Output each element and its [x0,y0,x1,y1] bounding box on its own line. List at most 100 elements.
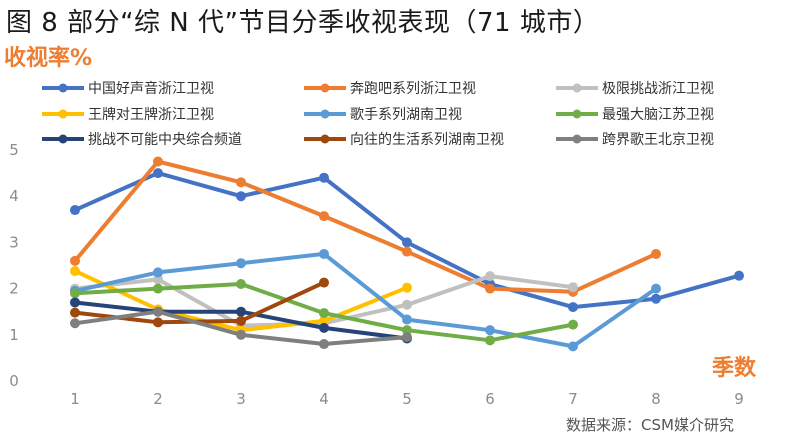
chart-title: 图 8 部分“综 N 代”节目分季收视表现（71 城市） [6,8,600,38]
data-point [319,172,329,183]
data-point [70,307,80,318]
legend-item: 中国好声音浙江卫视 [42,80,214,97]
legend-item: 极限挑战浙江卫视 [556,81,714,97]
data-point [319,315,329,326]
x-tick-label: 4 [319,390,329,408]
legend-label: 中国好声音浙江卫视 [88,80,214,97]
series-line [73,159,658,294]
series [70,248,661,352]
legend-label: 王牌对王牌浙江卫视 [88,106,214,123]
legend-marker [320,83,330,93]
data-point [319,308,329,319]
data-point [153,267,163,278]
data-point [319,211,329,222]
data-point [402,332,412,343]
legend-marker [320,109,330,119]
legend-item: 王牌对王牌浙江卫视 [42,106,214,123]
x-axis-label: 季数 [712,356,757,381]
data-point [153,306,163,317]
y-tick-label: 1 [9,326,19,344]
data-point [319,322,329,333]
legend-label: 跨界歌王北京卫视 [602,132,714,148]
series [70,306,412,350]
data-point [153,274,163,285]
y-axis-ticks: 0 1 2 3 4 5 [9,141,19,390]
data-point [70,205,80,216]
data-point [236,177,246,188]
data-point [568,302,578,313]
data-point [70,255,80,266]
y-tick-label: 3 [9,233,19,251]
data-point [651,293,661,304]
data-point [236,306,246,317]
data-point [236,278,246,289]
legend-item: 向往的生活系列湖南卫视 [304,132,504,148]
data-point [70,297,80,308]
legend-label: 挑战不可能中央综合频道 [88,132,242,148]
x-tick-label: 3 [236,390,246,408]
legend-item: 最强大脑江苏卫视 [556,107,714,123]
series [70,278,578,346]
data-point [153,317,163,328]
legend-label: 向往的生活系列湖南卫视 [350,132,504,148]
legend-marker [572,109,582,119]
x-axis-ticks: 1 2 3 4 5 6 7 8 9 [70,390,744,408]
data-point [319,277,329,288]
data-point [70,266,80,277]
source-note: 数据来源：CSM媒介研究 [566,416,734,434]
data-point [153,283,163,294]
series-lines [70,156,744,352]
data-point [485,335,495,346]
y-axis-label: 收视率% [4,46,93,71]
x-tick-label: 8 [651,390,661,408]
legend-item: 跨界歌王北京卫视 [556,132,714,148]
x-tick-label: 2 [153,390,163,408]
x-tick-label: 6 [485,390,495,408]
legend-label: 最强大脑江苏卫视 [602,107,714,123]
y-tick-label: 0 [9,372,19,390]
data-point [734,270,744,281]
x-tick-label: 5 [402,390,412,408]
legend-item: 挑战不可能中央综合频道 [42,132,242,148]
data-point [568,319,578,330]
data-point [319,339,329,350]
x-tick-label: 7 [568,390,578,408]
data-point [568,341,578,352]
data-point [236,191,246,202]
legend-marker [58,109,68,119]
legend-marker [572,134,582,144]
legend-marker [320,134,330,144]
data-point [485,271,495,282]
data-point [402,299,412,310]
legend-item: 奔跑吧系列浙江卫视 [304,81,476,97]
data-point [70,318,80,329]
data-point [651,283,661,294]
y-tick-label: 5 [9,141,19,159]
data-point [402,237,412,248]
data-point [651,248,661,259]
x-tick-label: 1 [70,390,80,408]
data-point [568,282,578,293]
data-point [70,288,80,299]
legend-label: 歌手系列湖南卫视 [350,107,462,123]
data-point [236,258,246,269]
legend-item: 歌手系列湖南卫视 [304,107,462,123]
data-point [402,246,412,257]
data-point [402,314,412,325]
data-point [485,325,495,336]
legend-marker [58,134,68,144]
data-point [153,168,163,179]
legend-label: 极限挑战浙江卫视 [602,81,714,97]
data-point [153,156,163,167]
data-point [402,325,412,336]
data-point [236,329,246,340]
legend-marker [58,83,68,93]
y-tick-label: 4 [9,187,19,205]
data-point [402,282,412,293]
legend-label: 奔跑吧系列浙江卫视 [350,81,476,97]
data-point [319,248,329,259]
data-point [236,315,246,326]
series-line [73,251,658,349]
legend-marker [572,83,582,93]
